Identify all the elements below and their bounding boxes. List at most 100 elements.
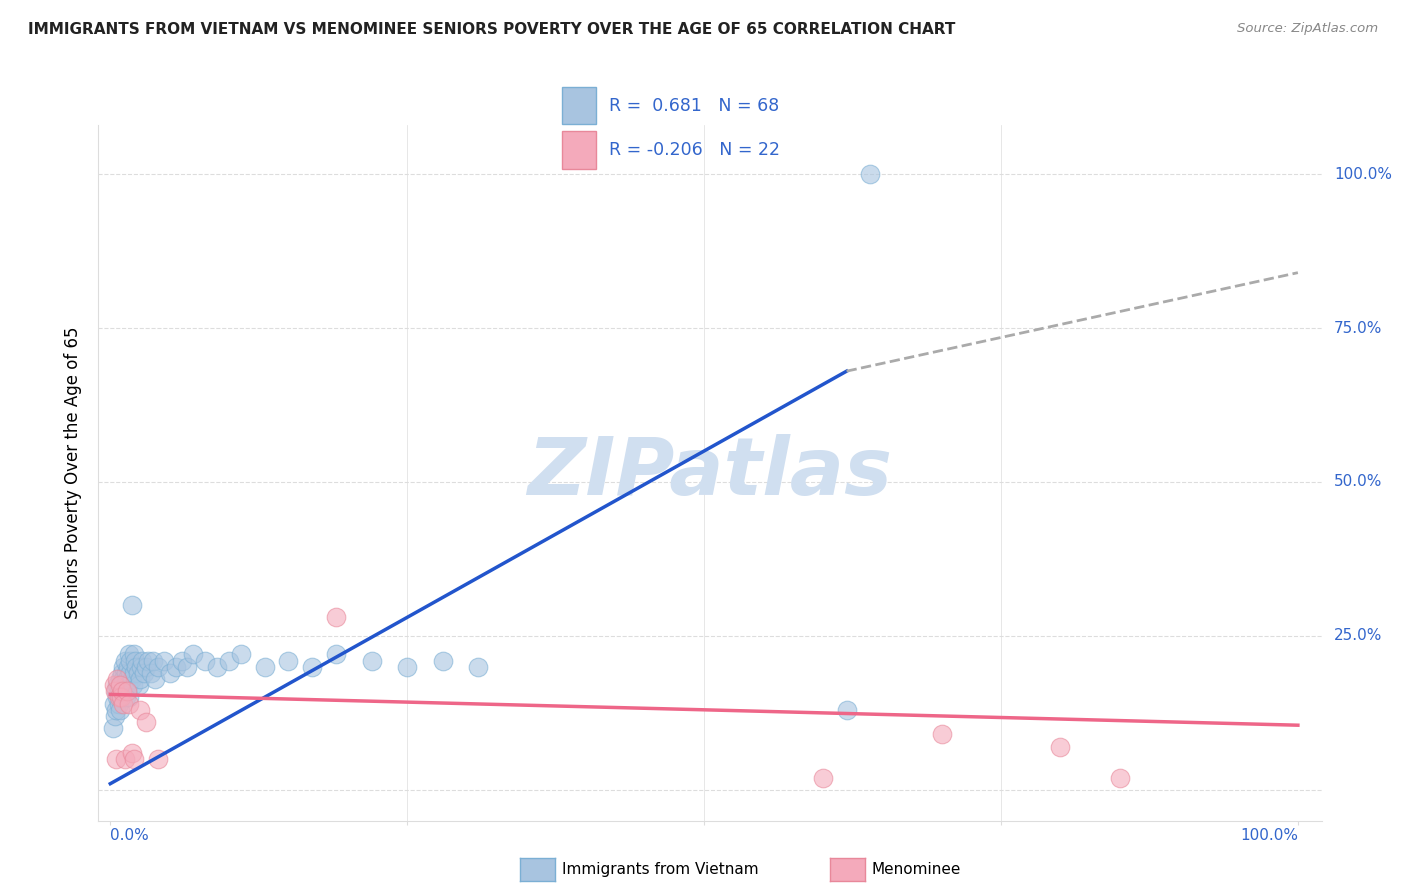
Y-axis label: Seniors Poverty Over the Age of 65: Seniors Poverty Over the Age of 65 (65, 326, 83, 619)
Point (125, 659, 148, 673)
Point (835, 703, 858, 717)
Point (108, 703, 131, 717)
Point (122, 752, 145, 766)
Text: 100.0%: 100.0% (1334, 167, 1392, 182)
Point (105, 703, 128, 717)
Text: Menominee: Menominee (872, 863, 962, 877)
Point (118, 690, 141, 705)
Text: 100.0%: 100.0% (1240, 828, 1298, 843)
Point (145, 672, 167, 686)
Point (112, 672, 135, 686)
Point (107, 678, 129, 692)
Point (467, 659, 489, 673)
Point (110, 690, 132, 705)
Point (931, 727, 953, 741)
Point (301, 659, 323, 673)
Point (104, 684, 127, 698)
Point (112, 659, 135, 673)
Point (205, 659, 228, 673)
Point (129, 659, 152, 673)
FancyBboxPatch shape (562, 131, 596, 169)
Point (229, 648, 252, 662)
Point (325, 648, 347, 662)
Point (117, 659, 139, 673)
Point (128, 678, 150, 692)
Point (115, 684, 138, 698)
Point (115, 672, 138, 686)
Point (253, 659, 276, 673)
Point (117, 678, 139, 692)
Point (111, 684, 134, 698)
Point (360, 654, 382, 668)
Text: 0.0%: 0.0% (110, 828, 149, 843)
Point (146, 752, 169, 766)
Point (194, 654, 217, 668)
Point (121, 672, 143, 686)
Point (118, 648, 141, 662)
Point (120, 665, 142, 680)
Point (139, 665, 162, 680)
Text: Source: ZipAtlas.com: Source: ZipAtlas.com (1237, 22, 1378, 36)
Point (811, 771, 834, 785)
Point (107, 684, 129, 698)
Point (107, 672, 129, 686)
Point (432, 654, 454, 668)
Point (121, 678, 143, 692)
Point (135, 715, 157, 730)
Point (105, 752, 128, 766)
Point (107, 697, 129, 711)
Point (103, 697, 125, 711)
Point (170, 654, 193, 668)
Point (132, 665, 155, 680)
Point (129, 703, 152, 717)
Text: R =  0.681   N = 68: R = 0.681 N = 68 (609, 97, 779, 115)
Point (1108, 771, 1130, 785)
Point (107, 690, 129, 705)
Point (124, 654, 146, 668)
Text: Immigrants from Vietnam: Immigrants from Vietnam (562, 863, 759, 877)
Point (127, 665, 149, 680)
Point (159, 665, 181, 680)
Point (136, 654, 159, 668)
Point (104, 709, 127, 723)
Point (108, 678, 131, 692)
Point (114, 752, 136, 766)
Text: IMMIGRANTS FROM VIETNAM VS MENOMINEE SENIORS POVERTY OVER THE AGE OF 65 CORRELAT: IMMIGRANTS FROM VIETNAM VS MENOMINEE SEN… (28, 22, 956, 37)
Point (103, 678, 125, 692)
Point (115, 684, 138, 698)
Point (131, 654, 153, 668)
Point (120, 654, 142, 668)
Point (121, 598, 143, 612)
Point (111, 665, 134, 680)
Text: 75.0%: 75.0% (1334, 320, 1382, 335)
Point (112, 697, 135, 711)
Point (114, 678, 136, 692)
Point (165, 659, 187, 673)
Point (176, 659, 198, 673)
Point (114, 654, 136, 668)
Point (118, 697, 141, 711)
Point (142, 654, 165, 668)
Point (110, 690, 132, 705)
Point (859, 167, 882, 181)
Text: 25.0%: 25.0% (1334, 629, 1382, 643)
Point (121, 746, 143, 760)
Point (146, 659, 169, 673)
Point (114, 665, 136, 680)
Point (396, 659, 419, 673)
Point (111, 684, 134, 698)
Point (101, 721, 124, 735)
Text: 50.0%: 50.0% (1334, 475, 1382, 490)
Point (277, 654, 299, 668)
Point (107, 690, 129, 705)
Point (122, 648, 145, 662)
Point (218, 654, 240, 668)
Point (114, 690, 136, 705)
Point (183, 648, 205, 662)
Point (1049, 739, 1071, 754)
Point (105, 684, 128, 698)
FancyBboxPatch shape (562, 87, 596, 124)
Point (129, 672, 152, 686)
Point (108, 672, 131, 686)
Point (110, 678, 132, 692)
